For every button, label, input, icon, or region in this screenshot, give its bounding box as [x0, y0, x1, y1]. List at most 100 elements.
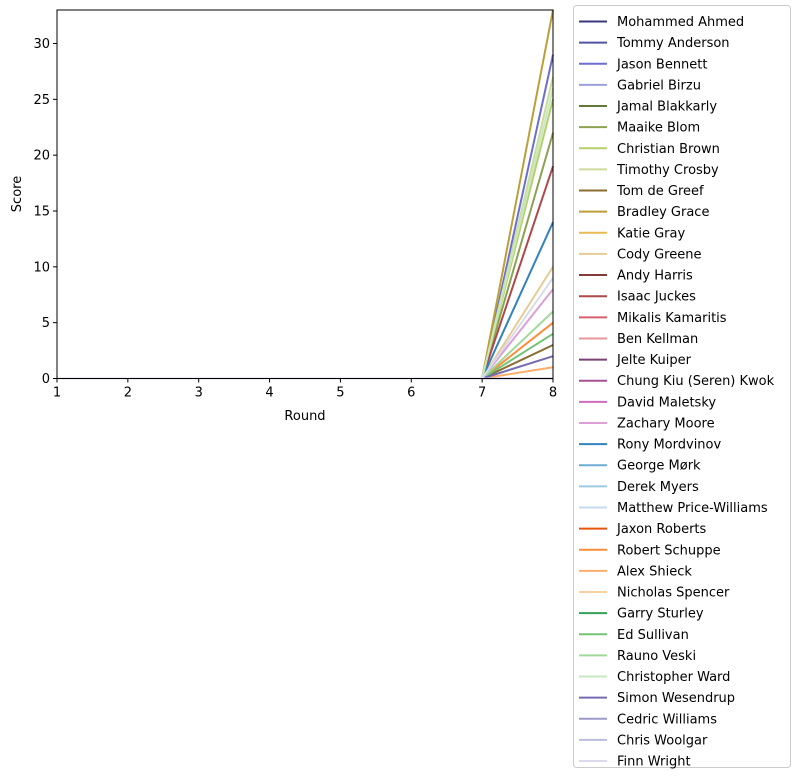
legend-label: Jason Bennett — [616, 57, 708, 72]
legend-item: Christian Brown — [579, 142, 720, 157]
legend-label: Zachary Moore — [617, 416, 715, 431]
series-line-6 — [57, 99, 554, 380]
series-line-7 — [57, 76, 554, 380]
legend-item: Maaike Blom — [579, 121, 700, 136]
axes-frame — [56, 9, 554, 379]
legend-label: Gabriel Birzu — [617, 78, 701, 93]
legend-item: George Mørk — [579, 459, 701, 474]
legend-item: Christopher Ward — [579, 670, 730, 685]
x-tick-label: 2 — [124, 386, 132, 401]
series-line-20 — [57, 221, 554, 380]
legend-label: Jelte Kuiper — [616, 353, 692, 368]
legend-label: Jamal Blakkarly — [616, 100, 717, 115]
legend-item: Cedric Williams — [579, 712, 717, 727]
y-tick-label: 5 — [42, 316, 50, 331]
series-line-30 — [57, 310, 554, 380]
legend-item: Mohammed Ahmed — [579, 15, 744, 30]
legend-label: Nicholas Spencer — [617, 586, 730, 601]
legend-item: Gabriel Birzu — [579, 78, 701, 93]
legend-label: Chris Woolgar — [617, 733, 708, 748]
x-axis-label: Round — [284, 409, 325, 424]
series-line-19 — [57, 288, 554, 380]
legend-item: Chung Kiu (Seren) Kwok — [579, 374, 775, 389]
legend-label: Andy Harris — [617, 269, 693, 284]
legend-item: Ben Kellman — [579, 332, 698, 347]
legend-label: Alex Shieck — [617, 564, 692, 579]
legend-item: Simon Wesendrup — [579, 691, 735, 706]
legend-label: Ed Sullivan — [617, 628, 689, 643]
legend-label: David Maletsky — [617, 395, 716, 410]
legend-box — [573, 5, 791, 768]
legend-label: Tom de Greef — [616, 184, 704, 199]
series-line-9 — [57, 9, 554, 380]
legend-item: Robert Schuppe — [579, 543, 721, 558]
x-tick-label: 6 — [407, 386, 415, 401]
series-line-32 — [57, 355, 554, 380]
series-line-29 — [57, 332, 554, 380]
x-tick-label: 5 — [336, 386, 344, 401]
legend-label: Finn Wright — [617, 755, 691, 770]
legend-item: Zachary Moore — [579, 416, 715, 431]
legend-label: Derek Myers — [617, 480, 699, 495]
legend-label: Christian Brown — [617, 142, 720, 157]
x-tick-label: 1 — [53, 386, 61, 401]
legend-item: Rauno Veski — [579, 649, 696, 664]
series-line-8 — [57, 344, 554, 380]
legend-label: Katie Gray — [617, 226, 685, 241]
legend-item: Jelte Kuiper — [579, 353, 692, 368]
y-axis-label: Score — [10, 176, 25, 212]
legend-item: Rony Mordvinov — [579, 438, 722, 453]
y-tick-label: 10 — [33, 260, 50, 275]
legend-item: Andy Harris — [579, 269, 693, 284]
legend-item: Jamal Blakkarly — [579, 100, 717, 115]
legend-label: Chung Kiu (Seren) Kwok — [617, 374, 775, 389]
legend-item: Bradley Grace — [579, 205, 709, 220]
legend-item: Jaxon Roberts — [579, 522, 707, 537]
legend-item: Ed Sullivan — [579, 628, 689, 643]
y-tick-label: 20 — [33, 149, 50, 164]
legend-label: Christopher Ward — [617, 670, 730, 685]
y-tick-label: 25 — [33, 93, 50, 108]
legend-label: Tommy Anderson — [616, 36, 730, 51]
x-tick-label: 4 — [265, 386, 273, 401]
series-line-26 — [57, 366, 554, 380]
series-line-31 — [57, 87, 554, 380]
series-line-13 — [57, 165, 554, 380]
series-line-11 — [57, 266, 554, 380]
legend-label: Rony Mordvinov — [617, 438, 722, 453]
legend-label: Maaike Blom — [617, 121, 700, 136]
legend-item: Derek Myers — [579, 480, 699, 495]
legend-label: Isaac Juckes — [617, 290, 696, 305]
legend-label: Cedric Williams — [617, 712, 717, 727]
legend-item: David Maletsky — [579, 395, 716, 410]
legend-item: Cody Greene — [579, 247, 701, 262]
legend-item: Finn Wright — [579, 755, 691, 770]
legend-item: Alex Shieck — [579, 564, 692, 579]
legend-label: Jaxon Roberts — [616, 522, 707, 537]
x-tick-label: 8 — [549, 386, 557, 401]
legend-item: Timothy Crosby — [579, 163, 719, 178]
legend: Mohammed Ahmed Tommy Anderson Jason Bennet… — [573, 5, 791, 770]
legend-label: Cody Greene — [617, 247, 701, 262]
series-line-2 — [57, 54, 554, 380]
legend-label: Matthew Price-Williams — [617, 501, 768, 516]
legend-label: Garry Sturley — [617, 607, 704, 622]
legend-item: Isaac Juckes — [579, 290, 696, 305]
legend-item: Katie Gray — [579, 226, 685, 241]
legend-label: Mikalis Kamaritis — [617, 311, 727, 326]
plot-area — [57, 9, 554, 380]
legend-item: Tom de Greef — [579, 184, 704, 199]
y-tick-label: 30 — [33, 37, 50, 52]
legend-item: Nicholas Spencer — [579, 586, 730, 601]
series-line-5 — [57, 132, 554, 380]
legend-item: Tommy Anderson — [579, 36, 730, 51]
legend-label: Bradley Grace — [617, 205, 709, 220]
legend-label: Ben Kellman — [617, 332, 698, 347]
y-tick-label: 0 — [42, 372, 50, 387]
legend-item: Mikalis Kamaritis — [579, 311, 727, 326]
x-tick-label: 3 — [195, 386, 203, 401]
y-tick-label: 15 — [33, 205, 50, 220]
legend-item: Matthew Price-Williams — [579, 501, 768, 516]
legend-label: Simon Wesendrup — [617, 691, 735, 706]
